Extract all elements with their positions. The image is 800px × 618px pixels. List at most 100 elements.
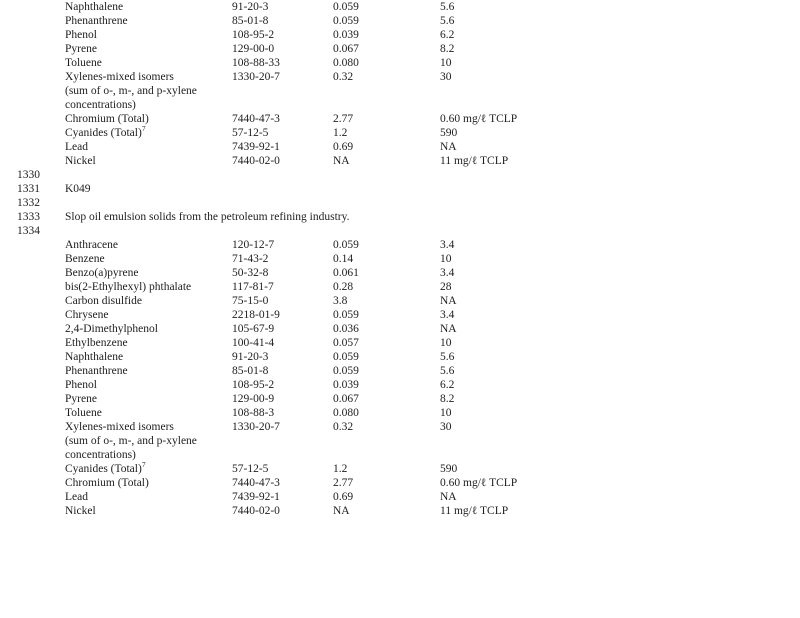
table-row: Xylenes-mixed isomers 1330-20-7 0.32 30 [0, 421, 800, 435]
footnote-marker: 7 [141, 124, 146, 134]
constituent-cell: Nickel [65, 155, 96, 169]
nonwastewater-value-cell: 8.2 [440, 393, 455, 405]
cas-number-cell: 129-00-0 [232, 43, 275, 55]
nonwastewater-value-cell: 6.2 [440, 379, 455, 391]
constituent-cell: (sum of o-, m-, and p-xylene [65, 435, 197, 449]
constituent-name: concentrations) [65, 449, 136, 461]
wastewater-value-cell: 3.8 [333, 295, 348, 307]
cas-number-cell: 105-67-9 [232, 323, 275, 335]
cas-number-cell: 1330-20-7 [232, 421, 280, 433]
constituent-name: Chromium (Total) [65, 113, 149, 125]
nonwastewater-value-cell: 5.6 [440, 1, 455, 13]
constituent-name: Xylenes-mixed isomers [65, 421, 174, 433]
cas-number-cell: 7440-47-3 [232, 113, 280, 125]
constituent-cell: Phenol [65, 29, 97, 43]
table-row: Xylenes-mixed isomers 1330-20-7 0.32 30 [0, 71, 800, 85]
nonwastewater-value-cell: 3.4 [440, 309, 455, 321]
wastewater-value-cell: 2.77 [333, 477, 354, 489]
constituent-cell: Phenanthrene [65, 15, 128, 29]
wastewater-value-cell: 0.057 [333, 337, 359, 349]
cas-number-cell: 100-41-4 [232, 337, 275, 349]
wastewater-value-cell: 0.14 [333, 253, 354, 265]
nonwastewater-value-cell: 8.2 [440, 43, 455, 55]
table-row: 2,4-Dimethylphenol 105-67-9 0.036 NA [0, 323, 800, 337]
cas-number-cell: 120-12-7 [232, 239, 275, 251]
constituent-cell: Xylenes-mixed isomers [65, 71, 174, 85]
constituent-cell: Benzene [65, 253, 105, 267]
wastewater-value-cell: 0.059 [333, 309, 359, 321]
cas-number-cell: 50-32-8 [232, 267, 269, 279]
constituent-name: Cyanides (Total) [65, 463, 142, 475]
nonwastewater-value-cell: 0.60 mg/ℓ TCLP [440, 113, 518, 125]
cas-number-cell: 129-00-9 [232, 393, 275, 405]
constituent-name: Naphthalene [65, 1, 124, 13]
wastewater-value-cell: 1.2 [333, 127, 348, 139]
constituent-cell: Pyrene [65, 393, 97, 407]
constituent-name: Phenanthrene [65, 365, 128, 377]
constituent-name: Toluene [65, 407, 102, 419]
table-row: Chrysene 2218-01-9 0.059 3.4 [0, 309, 800, 323]
table-row: Chromium (Total) 7440-47-3 2.77 0.60 mg/… [0, 113, 800, 127]
cas-number-cell: 71-43-2 [232, 253, 269, 265]
wastewater-value-cell: 0.039 [333, 29, 359, 41]
table-row: Anthracene 120-12-7 0.059 3.4 [0, 239, 800, 253]
constituent-cell: Benzo(a)pyrene [65, 267, 138, 281]
nonwastewater-value-cell: 28 [440, 281, 452, 293]
table-row: Carbon disulfide 75-15-0 3.8 NA [0, 295, 800, 309]
waste-description-text: Slop oil emulsion solids from the petrol… [65, 211, 350, 223]
constituent-name: Benzo(a)pyrene [65, 267, 139, 279]
constituent-cell: Cyanides (Total)7 [65, 461, 146, 477]
constituent-cell: concentrations) [65, 449, 136, 463]
line-number: 1333 [17, 211, 40, 223]
table-row: Naphthalene 91-20-3 0.059 5.6 [0, 351, 800, 365]
constituent-name: Pyrene [65, 393, 97, 405]
cas-number-cell: 7439-92-1 [232, 491, 280, 503]
table-row: Lead 7439-92-1 0.69 NA [0, 491, 800, 505]
nonwastewater-value-cell: NA [440, 491, 457, 503]
nonwastewater-value-cell: 590 [440, 127, 458, 139]
constituent-name: Lead [65, 491, 88, 503]
constituent-name: Naphthalene [65, 351, 124, 363]
k049-constituent-table: Anthracene 120-12-7 0.059 3.4 Benzene 71… [0, 239, 800, 519]
constituent-cell: Lead [65, 141, 88, 155]
constituent-cell: Cyanides (Total)7 [65, 124, 146, 141]
cas-number-cell: 7440-47-3 [232, 477, 280, 489]
table-row: Chromium (Total) 7440-47-3 2.77 0.60 mg/… [0, 477, 800, 491]
table-row: Cyanides (Total)7 57-12-5 1.2 590 [0, 461, 800, 477]
nonwastewater-value-cell: 10 [440, 57, 452, 69]
constituent-name: (sum of o-, m-, and p-xylene [65, 85, 197, 97]
wastewater-value-cell: 0.69 [333, 491, 354, 503]
constituent-name: Phenol [65, 379, 97, 391]
table-row: Phenol 108-95-2 0.039 6.2 [0, 29, 800, 43]
table-row: Pyrene 129-00-9 0.067 8.2 [0, 393, 800, 407]
table-row: Naphthalene 91-20-3 0.059 5.6 [0, 1, 800, 15]
constituent-cell: 2,4-Dimethylphenol [65, 323, 158, 337]
wastewater-value-cell: NA [333, 505, 350, 517]
constituent-name: Benzene [65, 253, 105, 265]
line-number: 1332 [17, 197, 40, 209]
wastewater-value-cell: 2.77 [333, 113, 354, 125]
constituent-name: bis(2-Ethylhexyl) phthalate [65, 281, 192, 293]
table-row: Benzene 71-43-2 0.14 10 [0, 253, 800, 267]
table-row: Nickel 7440-02-0 NA 11 mg/ℓ TCLP [0, 155, 800, 169]
wastewater-value-cell: 0.067 [333, 393, 359, 405]
constituent-cell: Pyrene [65, 43, 97, 57]
table-row: concentrations) [0, 449, 800, 463]
table-row: Benzo(a)pyrene 50-32-8 0.061 3.4 [0, 267, 800, 281]
constituent-cell: Chromium (Total) [65, 477, 149, 491]
nonwastewater-value-cell: 5.6 [440, 15, 455, 27]
table-row: Phenanthrene 85-01-8 0.059 5.6 [0, 365, 800, 379]
table-row: Ethylbenzene 100-41-4 0.057 10 [0, 337, 800, 351]
nonwastewater-value-cell: 11 mg/ℓ TCLP [440, 155, 509, 167]
constituent-cell: bis(2-Ethylhexyl) phthalate [65, 281, 191, 295]
constituent-name: Nickel [65, 155, 96, 167]
constituent-cell: Ethylbenzene [65, 337, 128, 351]
nonwastewater-value-cell: 3.4 [440, 267, 455, 279]
wastewater-value-cell: 0.059 [333, 15, 359, 27]
cas-number-cell: 91-20-3 [232, 1, 269, 13]
nonwastewater-value-cell: 0.60 mg/ℓ TCLP [440, 477, 518, 489]
constituent-name: Toluene [65, 57, 102, 69]
table-row: Lead 7439-92-1 0.69 NA [0, 141, 800, 155]
table-row: Cyanides (Total)7 57-12-5 1.2 590 [0, 124, 800, 141]
